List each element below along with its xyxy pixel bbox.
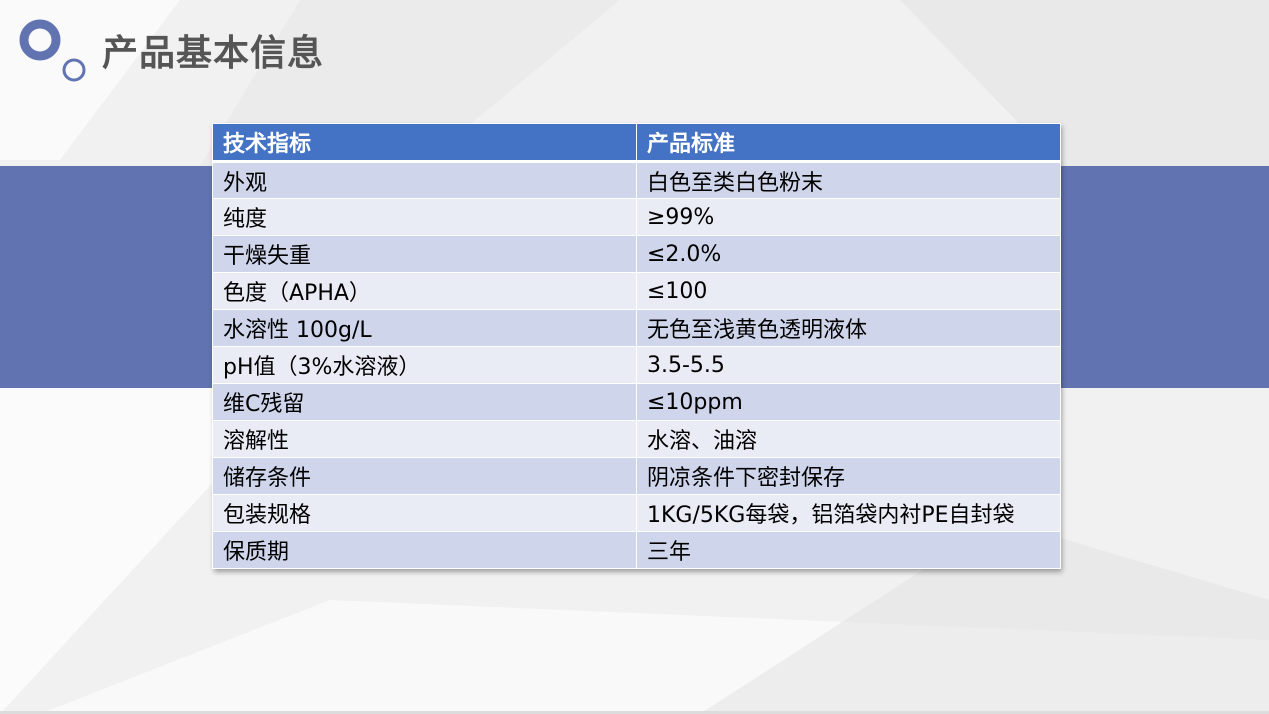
table-row: 溶解性 水溶、油溶 — [212, 420, 1061, 458]
spec-name-cell: 纯度 — [212, 198, 637, 236]
spec-name-cell: 维C残留 — [212, 383, 637, 421]
spec-name-cell: 包装规格 — [212, 494, 637, 532]
table-row: 维C残留 ≤10ppm — [212, 383, 1061, 421]
spec-value-cell: ≤100 — [636, 272, 1061, 310]
table-header-row: 技术指标 产品标准 — [212, 123, 1061, 163]
table-row: pH值（3%水溶液） 3.5-5.5 — [212, 346, 1061, 384]
spec-value-cell: 三年 — [636, 531, 1061, 569]
spec-value-cell: 无色至浅黄色透明液体 — [636, 309, 1061, 347]
spec-name-cell: 保质期 — [212, 531, 637, 569]
spec-name-cell: 外观 — [212, 161, 637, 199]
page-title: 产品基本信息 — [102, 33, 325, 74]
spec-name-cell: 色度（APHA） — [212, 272, 637, 310]
spec-value-cell: 3.5-5.5 — [636, 346, 1061, 384]
circles-logo-icon — [19, 19, 86, 82]
column-header: 产品标准 — [636, 123, 1061, 163]
spec-table: 技术指标 产品标准 外观 白色至类白色粉末 纯度 ≥99% 干燥失重 ≤2.0%… — [212, 123, 1061, 569]
table-row: 纯度 ≥99% — [212, 198, 1061, 236]
spec-table-container: 技术指标 产品标准 外观 白色至类白色粉末 纯度 ≥99% 干燥失重 ≤2.0%… — [212, 123, 1061, 569]
spec-value-cell: ≤10ppm — [636, 383, 1061, 421]
spec-name-cell: pH值（3%水溶液） — [212, 346, 637, 384]
spec-value-cell: 阴凉条件下密封保存 — [636, 457, 1061, 495]
table-row: 干燥失重 ≤2.0% — [212, 235, 1061, 273]
table-row: 色度（APHA） ≤100 — [212, 272, 1061, 310]
spec-name-cell: 水溶性 100g/L — [212, 309, 637, 347]
table-row: 包装规格 1KG/5KG每袋，铝箔袋内衬PE自封袋 — [212, 494, 1061, 532]
spec-value-cell: 水溶、油溶 — [636, 420, 1061, 458]
spec-value-cell: 1KG/5KG每袋，铝箔袋内衬PE自封袋 — [636, 494, 1061, 532]
spec-value-cell: ≥99% — [636, 198, 1061, 236]
spec-value-cell: 白色至类白色粉末 — [636, 161, 1061, 199]
spec-value-cell: ≤2.0% — [636, 235, 1061, 273]
spec-name-cell: 溶解性 — [212, 420, 637, 458]
bottom-divider — [0, 711, 1269, 714]
table-row: 储存条件 阴凉条件下密封保存 — [212, 457, 1061, 495]
spec-name-cell: 干燥失重 — [212, 235, 637, 273]
spec-name-cell: 储存条件 — [212, 457, 637, 495]
table-row: 外观 白色至类白色粉末 — [212, 161, 1061, 199]
table-row: 水溶性 100g/L 无色至浅黄色透明液体 — [212, 309, 1061, 347]
column-header: 技术指标 — [212, 123, 637, 163]
table-row: 保质期 三年 — [212, 531, 1061, 569]
